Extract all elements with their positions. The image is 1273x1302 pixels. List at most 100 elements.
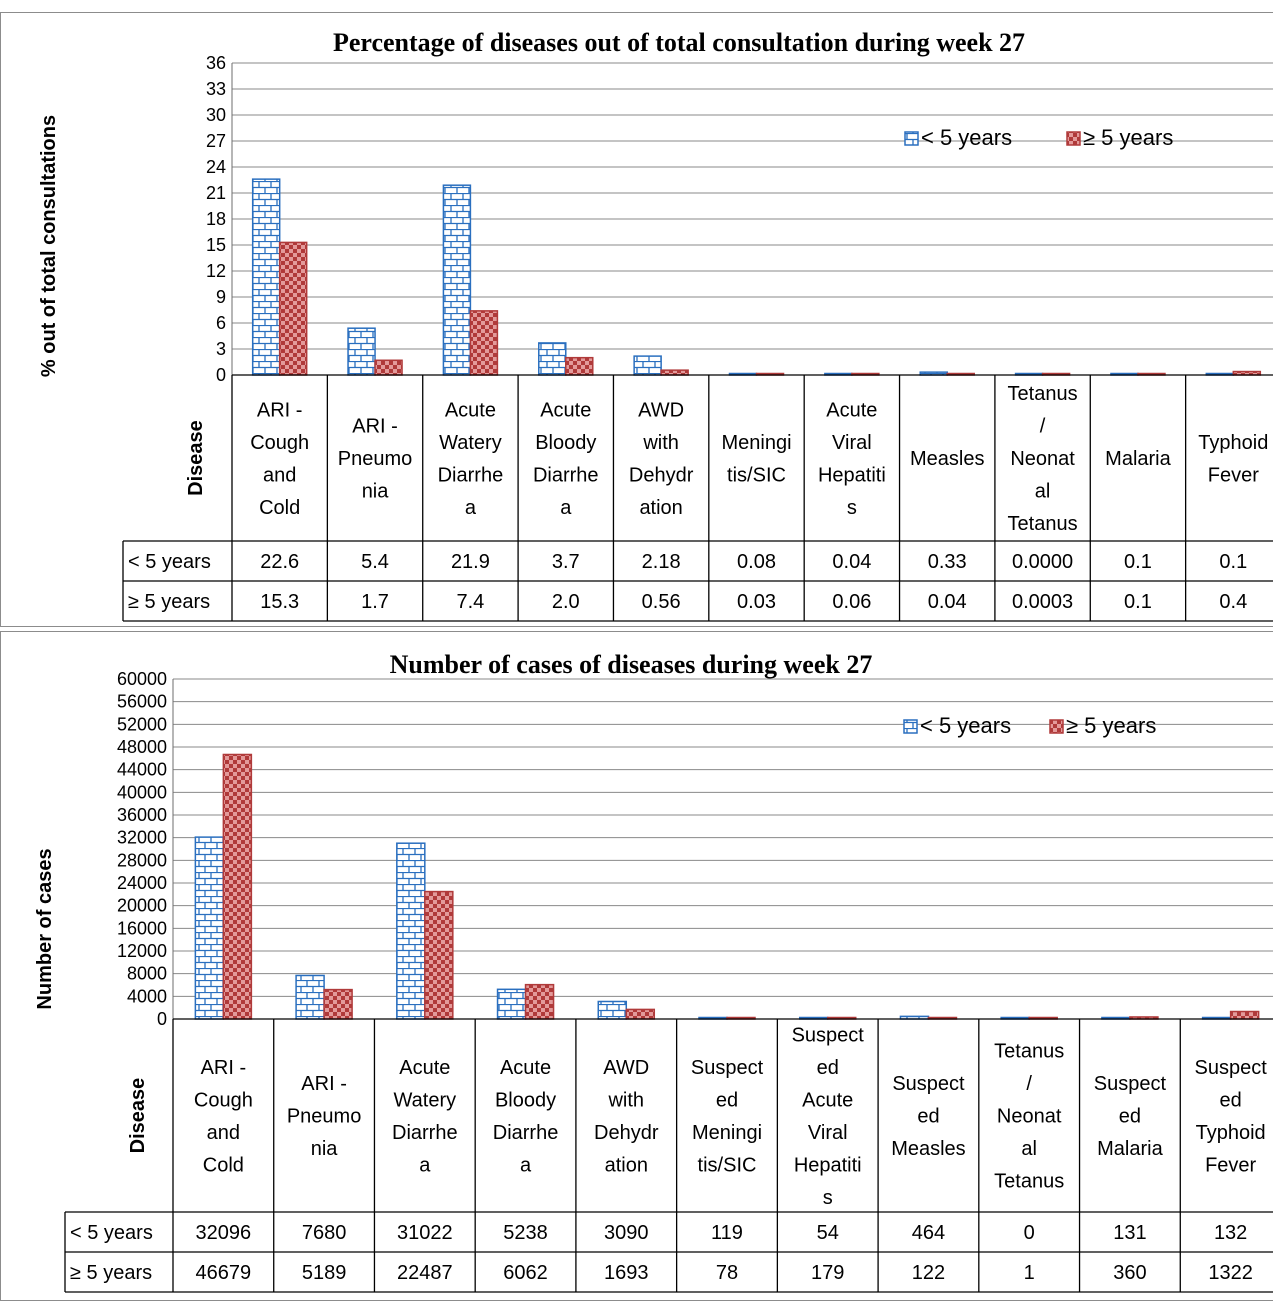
table-cell: 0.4 bbox=[1219, 591, 1247, 613]
bar-under5 bbox=[597, 1000, 628, 1020]
category-label: Diarrhe bbox=[533, 464, 599, 486]
category-label: Cough bbox=[194, 1089, 253, 1111]
category-label: Fever bbox=[1205, 1154, 1256, 1176]
category-label: Dehydr bbox=[594, 1122, 659, 1144]
category-label: ARI - bbox=[301, 1073, 347, 1095]
y-tick-label: 32000 bbox=[117, 828, 167, 848]
category-label: Neonat bbox=[1010, 448, 1075, 470]
table-cell: 5189 bbox=[302, 1262, 347, 1284]
bar-over5 bbox=[469, 310, 499, 376]
row-header-over5: ≥ 5 years bbox=[70, 1262, 152, 1284]
category-label: Tetanus bbox=[994, 1041, 1064, 1063]
category-label: Acute bbox=[826, 399, 877, 421]
y-tick-label: 33 bbox=[206, 79, 226, 99]
category-label: Acute bbox=[399, 1057, 450, 1079]
bar-over5 bbox=[424, 890, 454, 1020]
bar-over5 bbox=[278, 241, 308, 376]
table-cell: 0.0003 bbox=[1012, 591, 1073, 613]
category-label: Cold bbox=[203, 1154, 244, 1176]
y-tick-label: 36 bbox=[206, 53, 226, 73]
table-cell: 2.0 bbox=[552, 591, 580, 613]
legend-swatch-under5 bbox=[904, 131, 919, 146]
bar-over5 bbox=[374, 359, 403, 376]
category-label: Suspect bbox=[792, 1024, 865, 1046]
category-label: nia bbox=[362, 481, 390, 503]
y-axis-label: % out of total consultations bbox=[38, 115, 60, 377]
y-tick-label: 3 bbox=[216, 339, 226, 359]
bar-under5 bbox=[347, 327, 376, 376]
table-cell: 6062 bbox=[503, 1262, 548, 1284]
category-label: AWD bbox=[603, 1057, 649, 1079]
bar-over5 bbox=[323, 988, 353, 1020]
y-tick-label: 24000 bbox=[117, 873, 167, 893]
table-cell: 0.1 bbox=[1124, 591, 1152, 613]
table-cell: 1 bbox=[1024, 1262, 1035, 1284]
bar-under5 bbox=[538, 342, 567, 376]
table-cell: 0.03 bbox=[737, 591, 776, 613]
category-label: nia bbox=[311, 1138, 339, 1160]
table-cell: 46679 bbox=[196, 1262, 252, 1284]
table-cell: 0.1 bbox=[1219, 551, 1247, 573]
category-label: a bbox=[465, 497, 477, 519]
row-header-over5: ≥ 5 years bbox=[128, 591, 210, 613]
category-label: Tetanus bbox=[994, 1171, 1064, 1193]
y-tick-label: 9 bbox=[216, 287, 226, 307]
category-label: Cough bbox=[250, 432, 309, 454]
category-label: ARI - bbox=[257, 399, 303, 421]
y-tick-label: 6 bbox=[216, 313, 226, 333]
y-tick-label: 4000 bbox=[127, 986, 167, 1006]
category-label: Meningi bbox=[692, 1122, 762, 1144]
percentage-chart: Percentage of diseases out of total cons… bbox=[38, 28, 1273, 622]
table-cell: 22487 bbox=[397, 1262, 453, 1284]
table-cell: 0.0000 bbox=[1012, 551, 1073, 573]
legend-swatch-over5 bbox=[1049, 719, 1064, 734]
legend-label-over5: ≥ 5 years bbox=[1083, 125, 1173, 150]
table-cell: 2.18 bbox=[642, 551, 681, 573]
category-label: a bbox=[419, 1154, 431, 1176]
category-label: Suspect bbox=[691, 1057, 764, 1079]
category-label: tis/SIC bbox=[727, 464, 786, 486]
table-cell: 22.6 bbox=[260, 551, 299, 573]
category-label: Acute bbox=[540, 399, 591, 421]
x-axis-label: Disease bbox=[127, 1078, 149, 1154]
category-label: ation bbox=[605, 1154, 648, 1176]
category-label: Malaria bbox=[1105, 448, 1171, 470]
y-tick-label: 36000 bbox=[117, 805, 167, 825]
y-tick-label: 12000 bbox=[117, 941, 167, 961]
category-label: ed bbox=[817, 1057, 839, 1079]
table-cell: 119 bbox=[711, 1222, 743, 1244]
table-cell: 15.3 bbox=[260, 591, 299, 613]
category-label: with bbox=[607, 1089, 644, 1111]
table-cell: 1.7 bbox=[361, 591, 389, 613]
category-label: Pneumo bbox=[287, 1106, 362, 1128]
table-cell: 0.33 bbox=[928, 551, 967, 573]
category-label: Tetanus bbox=[1008, 513, 1078, 535]
bar-over5 bbox=[565, 356, 594, 376]
table-cell: 0 bbox=[1024, 1222, 1035, 1244]
category-label: Watery bbox=[439, 432, 502, 454]
category-label: Acute bbox=[500, 1057, 551, 1079]
table-cell: 5.4 bbox=[361, 551, 389, 573]
category-label: Cold bbox=[259, 497, 300, 519]
bar-under5 bbox=[396, 842, 426, 1020]
table-cell: 78 bbox=[716, 1262, 738, 1284]
category-label: al bbox=[1021, 1138, 1037, 1160]
y-tick-label: 20000 bbox=[117, 896, 167, 916]
category-label: al bbox=[1035, 481, 1051, 503]
y-tick-label: 0 bbox=[157, 1009, 167, 1029]
y-tick-label: 18 bbox=[206, 209, 226, 229]
category-label: Measles bbox=[891, 1138, 965, 1160]
category-label: Malaria bbox=[1097, 1138, 1163, 1160]
category-label: AWD bbox=[638, 399, 684, 421]
category-label: ed bbox=[1220, 1089, 1242, 1111]
bar-over5 bbox=[1229, 1010, 1260, 1020]
table-cell: 0.04 bbox=[928, 591, 967, 613]
y-tick-label: 24 bbox=[206, 157, 226, 177]
table-cell: 3090 bbox=[604, 1222, 649, 1244]
category-label: Typhoid bbox=[1198, 432, 1268, 454]
table-cell: 1693 bbox=[604, 1262, 649, 1284]
category-label: ation bbox=[639, 497, 682, 519]
table-cell: 7.4 bbox=[457, 591, 485, 613]
y-tick-label: 52000 bbox=[117, 714, 167, 734]
table-cell: 0.08 bbox=[737, 551, 776, 573]
